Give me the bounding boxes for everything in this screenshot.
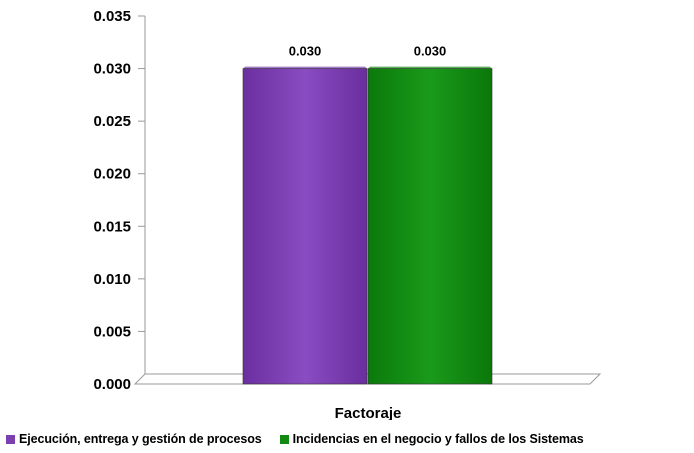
y-tick-label: 0.035 xyxy=(93,8,131,25)
y-tick-label: 0.015 xyxy=(93,218,131,235)
data-label: 0.030 xyxy=(289,44,322,59)
y-tick-label: 0.000 xyxy=(93,376,131,393)
y-tick-label: 0.005 xyxy=(93,323,131,340)
legend-swatch-icon xyxy=(6,434,15,444)
y-tick-label: 0.030 xyxy=(93,61,131,78)
bar-1 xyxy=(242,68,368,385)
legend-label: Ejecución, entrega y gestión de procesos xyxy=(19,432,262,446)
bar-2 xyxy=(367,68,493,385)
bar-chart: 0.000 0.005 0.010 0.015 0.020 0.025 0.030 0.035… xyxy=(93,8,602,420)
legend-label: Incidencias en el negocio y fallos de lo… xyxy=(292,432,584,446)
data-label: 0.030 xyxy=(414,44,447,59)
chart-floor xyxy=(133,373,602,385)
y-tick-label: 0.020 xyxy=(93,166,131,183)
legend: Ejecución, entrega y gestión de procesos… xyxy=(0,429,694,449)
legend-item-series-1: Ejecución, entrega y gestión de procesos xyxy=(6,432,262,446)
y-tick-label: 0.010 xyxy=(93,271,131,288)
y-tick-label: 0.025 xyxy=(93,113,131,130)
legend-swatch-icon xyxy=(279,434,289,444)
legend-item-series-2: Incidencias en el negocio y fallos de lo… xyxy=(279,432,584,446)
bar-top-face xyxy=(368,66,492,69)
bar-top-face xyxy=(243,66,367,69)
category-label: Factoraje xyxy=(335,405,402,420)
